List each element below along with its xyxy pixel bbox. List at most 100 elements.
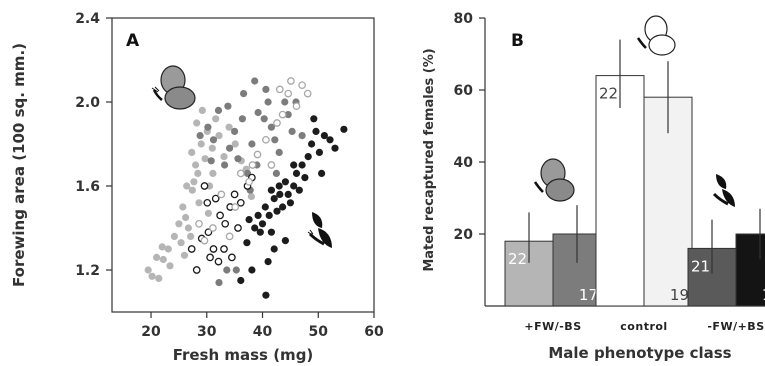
y-tick-label-a: 2.0	[75, 95, 100, 111]
scatter-point-light	[195, 199, 203, 207]
scatter-point-open_light	[231, 203, 240, 211]
panel-label-a: A	[126, 31, 140, 51]
scatter-point-light	[212, 115, 220, 123]
scatter-point-open_dark	[211, 194, 220, 203]
scatter-point-light	[166, 262, 174, 270]
scatter-point-light	[193, 119, 201, 127]
scatter-point-dark	[264, 258, 272, 266]
scatter-point-mid	[272, 169, 280, 177]
scatter-point-mid	[223, 266, 231, 274]
scatter-point-dark	[273, 207, 281, 215]
scatter-point-dark	[290, 182, 298, 190]
scatter-point-open_dark	[228, 253, 236, 262]
scatter-point-dark	[276, 190, 284, 198]
scatter-point-light	[187, 232, 195, 240]
scatter-point-mid	[214, 106, 223, 114]
sample-size-label: 17	[579, 286, 598, 304]
scatter-point-open_dark	[214, 257, 223, 266]
scatter-point-dark	[290, 161, 298, 169]
scatter-point-mid	[260, 115, 268, 123]
scatter-point-mid	[204, 123, 212, 131]
scatter-point-mid	[221, 161, 229, 169]
scatter-point-dark	[248, 266, 256, 274]
scatter-point-mid	[234, 155, 242, 163]
scatter-point-dark	[254, 211, 262, 219]
scatter-point-dark	[312, 127, 320, 135]
panel-a: A 1.2 1.6 2.0 2.4 20 30 40 50 60 Fresh mass (mg…	[10, 11, 384, 364]
scatter-point-light	[155, 274, 163, 282]
x-tick-label-a: 20	[141, 324, 161, 340]
scatter-point-dark	[270, 245, 278, 253]
scatter-point-light	[209, 169, 217, 177]
y-axis-b: 20 40 60 80	[454, 11, 485, 243]
scatter-point-open_dark	[230, 190, 239, 199]
scatter-point-light	[148, 272, 156, 280]
scatter-point-open_light	[278, 110, 287, 119]
scatter-point-light	[182, 213, 190, 222]
scatter-point-open_dark	[209, 245, 218, 253]
scatter-point-mid	[215, 279, 223, 287]
scatter-point-dark	[261, 203, 269, 211]
scatter-point-dark	[262, 291, 270, 299]
scatter-point-mid	[231, 127, 239, 135]
category-label: +FW/-BS	[524, 320, 581, 333]
butterfly-light-wings-icon	[151, 65, 196, 110]
y-tick-label-b: 40	[454, 155, 474, 171]
scatter-point-light	[201, 155, 209, 163]
scatter-point-open_dark	[204, 228, 213, 237]
scatter-point-open_light	[267, 161, 276, 169]
scatter-point-open_light	[245, 177, 253, 186]
scatter-point-open_light	[200, 236, 209, 245]
scatter-points	[144, 77, 348, 299]
sample-size-label: 19	[670, 286, 689, 304]
scatter-point-mid	[288, 127, 296, 135]
scatter-point-open_light	[236, 169, 245, 178]
scatter-point-light	[247, 192, 255, 201]
scatter-point-light	[190, 178, 198, 186]
scatter-point-open_light	[275, 85, 284, 94]
scatter-point-light	[188, 186, 196, 194]
scatter-point-dark	[270, 195, 278, 203]
scatter-point-light	[194, 169, 202, 177]
scatter-point-mid	[275, 148, 283, 156]
y-tick-label-b: 80	[454, 11, 474, 27]
scatter-point-dark	[340, 125, 348, 133]
scatter-point-open_light	[292, 102, 301, 111]
scatter-point-dark	[295, 186, 303, 194]
scatter-point-light	[179, 203, 187, 211]
scatter-point-light	[144, 266, 152, 274]
scatter-point-light	[198, 106, 206, 114]
sample-size-label: 21	[691, 257, 710, 275]
scatter-point-dark	[279, 203, 287, 211]
sample-size-label: 22	[508, 250, 527, 268]
scatter-point-mid	[207, 157, 215, 165]
sample-size-label: 16	[762, 286, 765, 304]
y-axis-a: 1.2 1.6 2.0 2.4	[75, 11, 112, 279]
scatter-point-open_light	[225, 232, 234, 241]
scatter-point-open_dark	[203, 198, 212, 207]
scatter-point-light	[159, 255, 167, 264]
scatter-point-open_dark	[192, 266, 201, 274]
scatter-point-open_light	[195, 219, 203, 228]
scatter-point-dark	[310, 115, 318, 123]
scatter-point-mid	[196, 132, 204, 140]
scatter-point-dark	[275, 182, 283, 190]
scatter-point-mid	[209, 136, 218, 144]
scatter-point-dark	[258, 220, 267, 228]
butterfly-white-wings-icon	[636, 15, 676, 56]
scatter-point-mid	[254, 108, 262, 117]
scatter-point-mid	[298, 132, 306, 140]
y-tick-label-b: 60	[454, 83, 474, 99]
bar	[595, 75, 645, 307]
x-tick-label-a: 40	[253, 324, 273, 340]
scatter-point-light	[158, 243, 166, 251]
scatter-point-dark	[281, 178, 289, 186]
scatter-point-light	[153, 253, 161, 261]
scatter-point-light	[215, 132, 223, 140]
scatter-point-open_light	[298, 81, 306, 90]
scatter-point-light	[204, 209, 212, 217]
scatter-point-light	[197, 140, 205, 148]
panel-label-b: B	[511, 31, 524, 51]
